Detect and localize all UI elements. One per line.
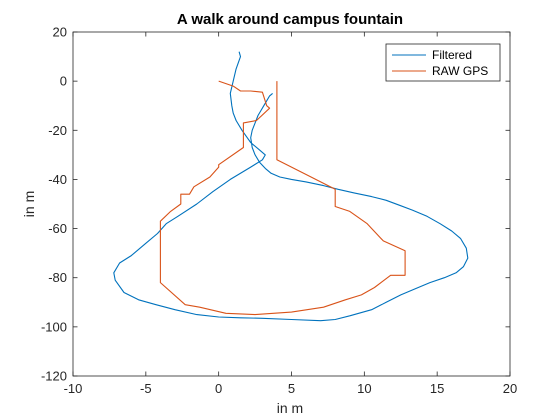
series-line-filtered [113, 51, 469, 322]
legend: Filtered RAW GPS [385, 43, 501, 82]
y-tick-label: -40 [48, 172, 67, 187]
y-tick-label: -60 [48, 221, 67, 236]
x-tick-label: -10 [64, 381, 83, 396]
axes-layer: -10 -5 0 5 10 15 20 -120 -100 -80 -60 -40 -20 0 20 [41, 25, 517, 397]
y-tick-label: 0 [60, 74, 67, 89]
y-tick-label: 20 [53, 25, 67, 40]
y-tick-label: -120 [41, 369, 67, 384]
series-layer [113, 51, 469, 322]
series-line-raw-gps [159, 80, 406, 316]
legend-label: RAW GPS [432, 64, 488, 78]
plot-area [73, 32, 510, 376]
plot-background [73, 32, 510, 376]
legend-label: Filtered [432, 48, 472, 62]
x-tick-label: -5 [140, 381, 152, 396]
x-tick-label: 5 [288, 381, 295, 396]
chart-title: A walk around campus fountain [177, 11, 403, 28]
x-axis-label: in m [277, 400, 303, 416]
x-tick-label: 0 [215, 381, 222, 396]
legend-box [385, 43, 501, 82]
y-tick-label: -20 [48, 123, 67, 138]
y-tick-label: -100 [41, 319, 67, 334]
y-tick-label: -80 [48, 270, 67, 285]
x-tick-label: 10 [357, 381, 371, 396]
y-axis-label: in m [21, 191, 37, 217]
x-tick-label: 20 [503, 381, 517, 396]
x-tick-label: 15 [430, 381, 444, 396]
